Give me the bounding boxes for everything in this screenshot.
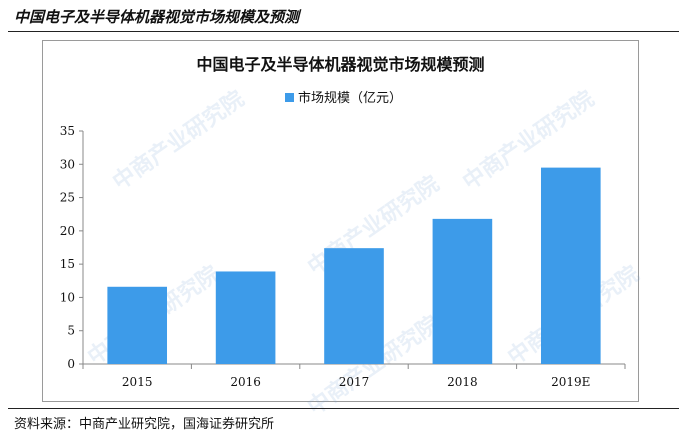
source-divider [8, 408, 679, 409]
bar-2017 [324, 248, 384, 364]
bar-2019E [540, 167, 601, 364]
y-tick-label: 35 [60, 124, 75, 138]
chart-frame [42, 40, 639, 402]
chart-title: 中国电子及半导体机器视觉市场规模预测 [196, 55, 485, 74]
y-tick-label: 5 [67, 324, 75, 338]
y-tick-label: 15 [60, 257, 75, 271]
y-tick-label: 0 [67, 357, 75, 371]
x-tick-label: 2017 [339, 375, 370, 389]
legend-label: 市场规模（亿元） [297, 91, 402, 106]
bar-2016 [215, 271, 276, 364]
chart-legend: 市场规模（亿元） [0, 87, 687, 106]
bar-2015 [107, 286, 168, 364]
bar-2018 [432, 218, 493, 364]
title-divider [8, 31, 679, 32]
x-tick-label: 2019E [551, 375, 590, 389]
x-tick-label: 2016 [230, 375, 261, 389]
legend-swatch [284, 93, 294, 102]
plot-area: 0 5 10 15 20 25 30 35 2015 2016 2017 2018 2019E [60, 124, 626, 389]
y-tick-label: 20 [60, 224, 75, 238]
y-tick-label: 30 [60, 157, 75, 171]
y-tick-label: 10 [60, 290, 75, 304]
x-tick-label: 2015 [122, 375, 153, 389]
source-note: 资料来源：中商产业研究院，国海证券研究所 [14, 417, 275, 432]
y-tick-label: 25 [60, 191, 75, 205]
page-title: 中国电子及半导体机器视觉市场规模及预测 [14, 8, 300, 26]
x-tick-label: 2018 [447, 375, 478, 389]
